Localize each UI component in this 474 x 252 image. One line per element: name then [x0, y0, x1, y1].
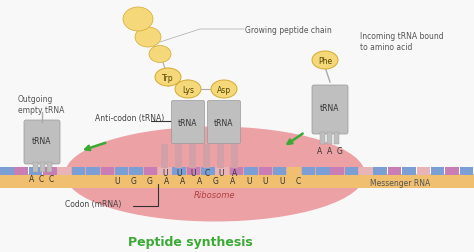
Bar [216, 167, 229, 175]
Bar [43, 167, 57, 175]
Ellipse shape [312, 52, 338, 70]
Bar [231, 144, 238, 168]
Bar [203, 144, 210, 168]
Bar [417, 167, 430, 175]
Ellipse shape [211, 81, 237, 99]
Bar [345, 167, 358, 175]
Text: Lys: Lys [182, 85, 194, 94]
Bar [29, 167, 42, 175]
Bar [144, 167, 157, 175]
Text: C: C [296, 177, 301, 186]
FancyBboxPatch shape [312, 86, 348, 135]
Text: A: A [197, 177, 202, 186]
Bar [359, 167, 373, 175]
Bar [402, 167, 416, 175]
Text: U: U [279, 177, 285, 186]
Bar [244, 167, 258, 175]
FancyBboxPatch shape [24, 120, 60, 164]
Text: Growing peptide chain: Growing peptide chain [245, 25, 332, 34]
Text: U: U [162, 169, 168, 178]
Bar [173, 167, 186, 175]
Text: Messenger RNA: Messenger RNA [370, 179, 430, 188]
Ellipse shape [65, 127, 365, 222]
Bar [460, 167, 473, 175]
Ellipse shape [175, 81, 201, 99]
Text: Outgoing
empty tRNA: Outgoing empty tRNA [18, 95, 64, 114]
Text: G: G [213, 177, 219, 186]
Bar [115, 167, 128, 175]
Text: U: U [246, 177, 252, 186]
Text: Peptide synthesis: Peptide synthesis [128, 236, 252, 248]
Text: U: U [176, 169, 182, 178]
Bar [335, 133, 339, 144]
Bar [33, 162, 37, 172]
Bar [287, 167, 301, 175]
Text: tRNA: tRNA [32, 136, 52, 145]
Text: tRNA: tRNA [214, 118, 234, 127]
Ellipse shape [155, 69, 181, 87]
Bar [445, 167, 459, 175]
Bar [431, 167, 445, 175]
Bar [187, 167, 201, 175]
Bar [175, 144, 182, 168]
Text: U: U [114, 177, 120, 186]
Text: tRNA: tRNA [320, 103, 340, 112]
Text: A: A [232, 169, 237, 178]
Text: G: G [147, 177, 153, 186]
Bar [301, 167, 315, 175]
Bar [374, 167, 387, 175]
Bar [14, 167, 28, 175]
Ellipse shape [135, 28, 161, 48]
Bar [0, 174, 474, 188]
Text: U: U [263, 177, 268, 186]
Text: Anti-codon (tRNA): Anti-codon (tRNA) [95, 113, 164, 122]
FancyBboxPatch shape [208, 101, 240, 144]
Text: Asp: Asp [217, 85, 231, 94]
Text: C: C [204, 169, 210, 178]
Ellipse shape [149, 46, 171, 63]
Bar [39, 162, 45, 172]
Text: Incoming tRNA bound
to amino acid: Incoming tRNA bound to amino acid [360, 32, 444, 51]
Text: A: A [230, 177, 235, 186]
Bar [258, 167, 272, 175]
Bar [328, 133, 332, 144]
Text: Ribosome: Ribosome [194, 190, 236, 199]
Bar [217, 144, 224, 168]
Text: A  A  G: A A G [317, 146, 343, 155]
Bar [330, 167, 344, 175]
Bar [388, 167, 401, 175]
Bar [230, 167, 243, 175]
Text: U: U [190, 169, 196, 178]
Bar [0, 167, 14, 175]
Text: Phe: Phe [318, 56, 332, 65]
Bar [57, 167, 71, 175]
Bar [316, 167, 329, 175]
Text: Codon (mRNA): Codon (mRNA) [65, 200, 121, 209]
Text: U: U [218, 169, 224, 178]
Bar [189, 144, 196, 168]
Text: A: A [181, 177, 186, 186]
FancyBboxPatch shape [172, 101, 204, 144]
Bar [72, 167, 85, 175]
Text: A: A [164, 177, 169, 186]
Bar [129, 167, 143, 175]
Bar [46, 162, 52, 172]
Bar [161, 144, 168, 168]
Text: A  C  C: A C C [29, 174, 55, 183]
Bar [320, 133, 326, 144]
Text: G: G [130, 177, 137, 186]
Bar [100, 167, 114, 175]
Bar [201, 167, 215, 175]
Ellipse shape [123, 8, 153, 32]
Bar [158, 167, 172, 175]
Text: tRNA: tRNA [178, 118, 198, 127]
Text: Trp: Trp [162, 73, 174, 82]
Bar [273, 167, 286, 175]
Bar [86, 167, 100, 175]
